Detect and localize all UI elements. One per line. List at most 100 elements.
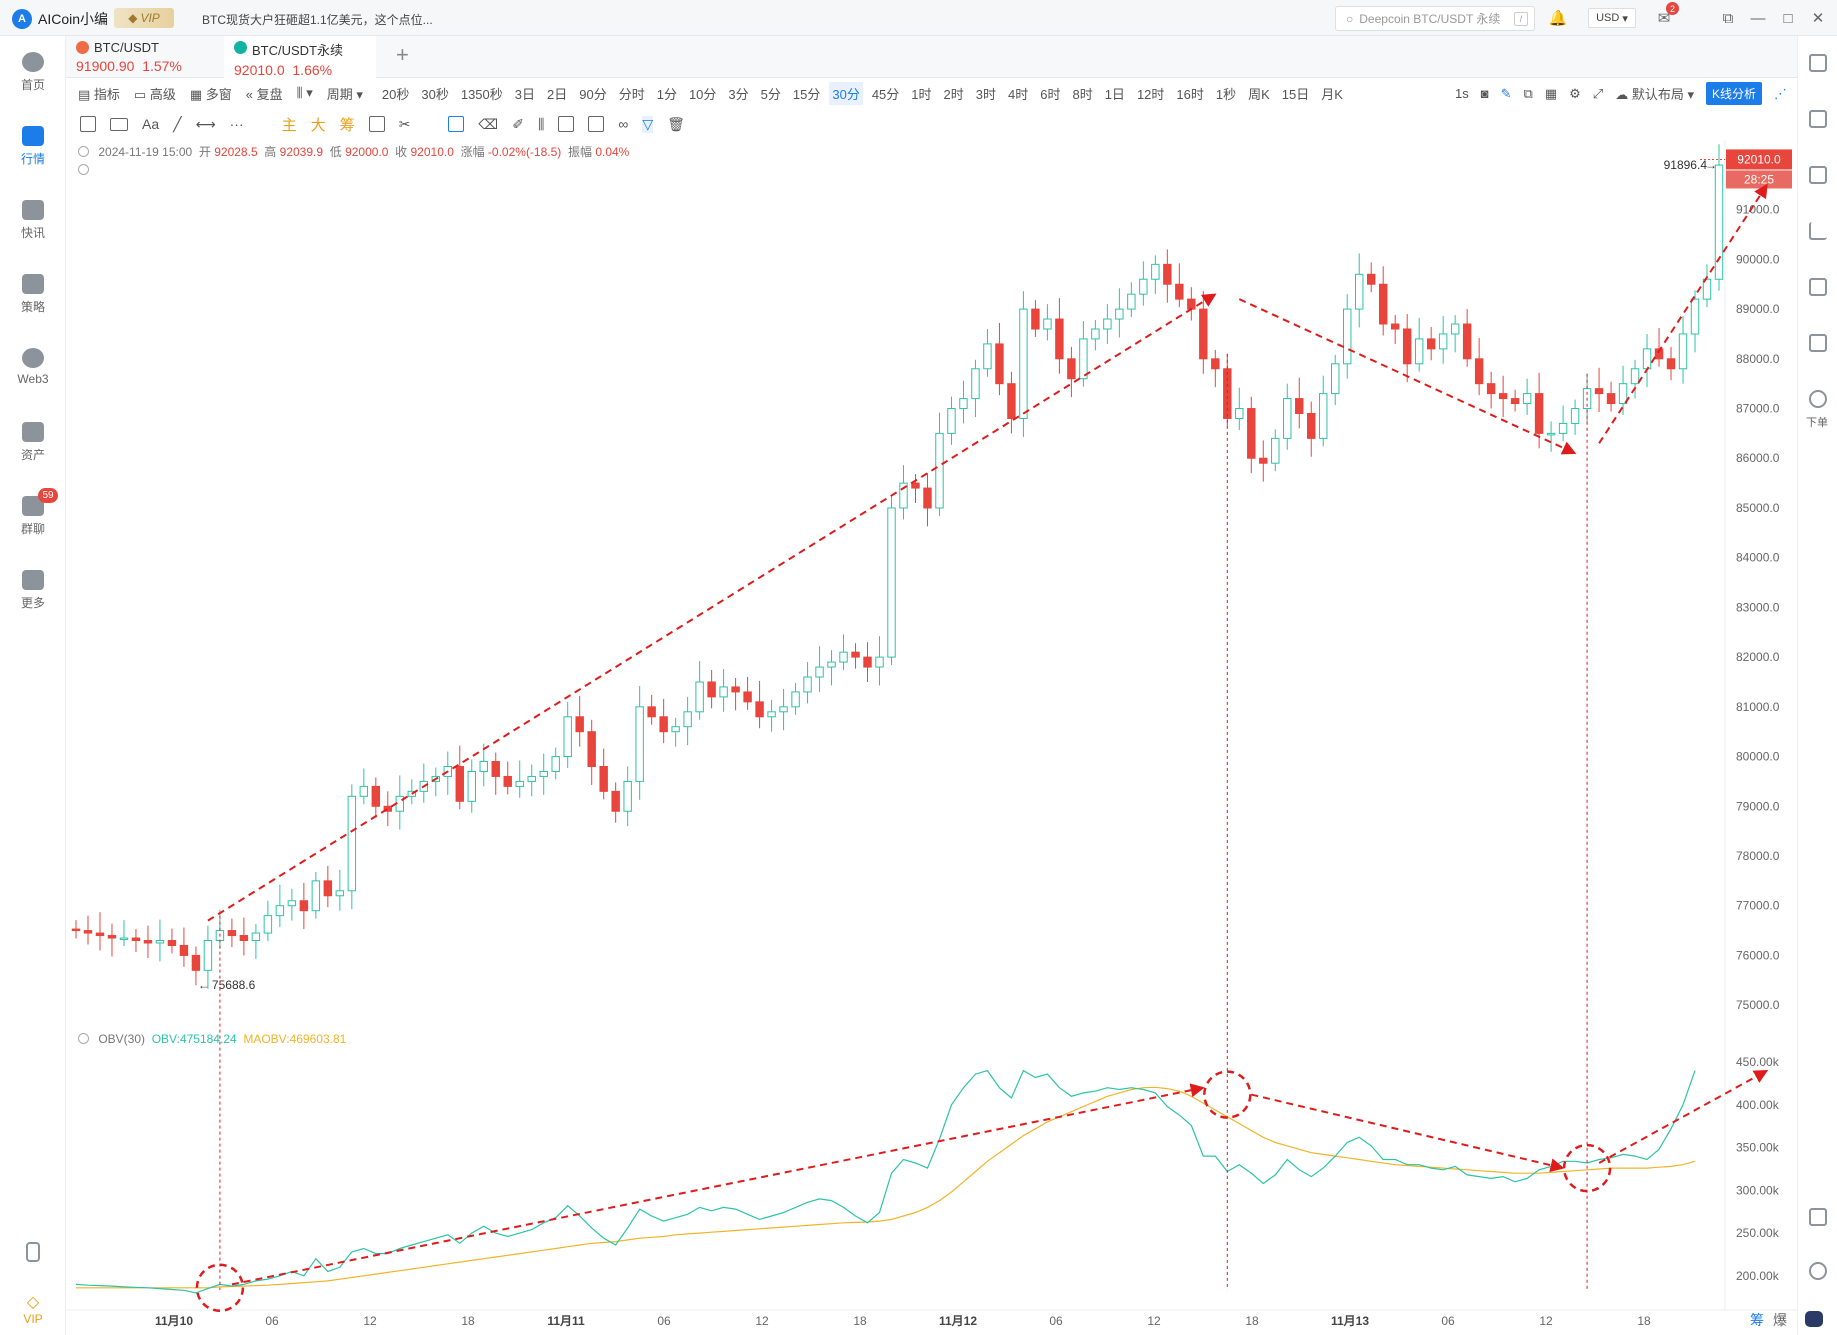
robot-assistant-icon[interactable] [1805, 1311, 1823, 1327]
chart-type-button[interactable]: ⫼ ▾ [296, 85, 313, 100]
trend-icon[interactable] [1809, 222, 1827, 240]
chip-button[interactable]: 筹 [1750, 1312, 1764, 1328]
period-option[interactable]: 1分 [656, 86, 677, 102]
settings-icon[interactable]: ⚙ [1569, 85, 1581, 101]
period-option[interactable]: 30分 [829, 81, 863, 105]
sidebar-item-chat[interactable]: 群聊 [0, 496, 66, 537]
period-option[interactable]: 2时 [943, 86, 964, 102]
etf-icon[interactable] [1809, 334, 1827, 352]
currency-select[interactable]: USD ▾ [1588, 8, 1636, 28]
period-option[interactable]: 1时 [911, 86, 932, 102]
filter-tool-icon[interactable]: ▽ [642, 115, 654, 133]
app-logo[interactable]: A AICoin小编 [12, 9, 108, 29]
tab-btc-usdt[interactable]: BTC/USDT 91900.90 1.57% [66, 36, 224, 78]
collapse-icon[interactable] [78, 1033, 89, 1044]
pencil-icon[interactable]: ✎ [1500, 85, 1512, 101]
document-icon[interactable] [1809, 110, 1827, 128]
dollar-icon[interactable] [1809, 166, 1827, 184]
big-tool[interactable]: 大 [310, 116, 326, 134]
sidebar-item-assets[interactable]: 资产 [0, 422, 66, 463]
sidebar-item-strategy[interactable]: 策略 [0, 274, 66, 315]
period-option[interactable]: 12时 [1136, 86, 1165, 102]
period-option[interactable]: 8时 [1072, 86, 1093, 102]
period-option[interactable]: 月K [1321, 86, 1343, 102]
exchange-icon[interactable] [1809, 390, 1827, 408]
period-option[interactable]: 20秒 [381, 86, 410, 102]
period-option[interactable]: 10分 [688, 86, 717, 102]
close-icon[interactable]: ✕ [1811, 10, 1825, 27]
sidebar-item-web3[interactable]: Web3 [0, 348, 66, 386]
line-tool-icon[interactable]: ╱ [173, 115, 182, 132]
search-input[interactable]: ○ Deepcoin BTC/USDT 永续 / [1335, 6, 1535, 31]
window-pin-icon[interactable]: ⧉ [1722, 9, 1734, 27]
list-icon[interactable] [1809, 54, 1827, 72]
kline-analysis-button[interactable]: K线分析 [1705, 82, 1762, 105]
tab-btc-usdt-perp[interactable]: BTC/USDT永续 92010.0 1.66% [224, 36, 376, 78]
share-icon[interactable]: ⋰ [1774, 85, 1787, 101]
fullscreen-icon[interactable]: ⤢ [1592, 85, 1604, 101]
sidebar-item-more[interactable]: 更多 [0, 570, 66, 611]
period-option[interactable]: 4时 [1008, 86, 1029, 102]
period-option[interactable]: 分时 [618, 86, 645, 102]
period-option[interactable]: 5分 [760, 86, 781, 102]
period-option[interactable]: 15日 [1281, 86, 1310, 102]
table-icon[interactable]: ▦ [1544, 85, 1558, 101]
news-ticker[interactable]: BTC现货大户狂砸超1.1亿美元，这个点位... [202, 13, 433, 27]
crosshair-tool-icon[interactable] [80, 116, 96, 132]
more-tools-icon[interactable]: ··· [229, 116, 244, 132]
order-label[interactable]: 下单 [1806, 417, 1828, 429]
sidebar-phone[interactable] [0, 1242, 66, 1266]
layout-icon[interactable] [1809, 1208, 1827, 1226]
main-tool[interactable]: 主 [281, 116, 297, 134]
edit-tool-icon[interactable] [588, 116, 605, 132]
add-tab-button[interactable]: + [396, 42, 409, 67]
multi-window-button[interactable]: ▦ 多窗 [189, 86, 232, 102]
period-option[interactable]: 1日 [1104, 86, 1125, 102]
expand-icon[interactable] [78, 162, 95, 177]
monitor-icon[interactable] [1809, 278, 1827, 296]
indicator-button[interactable]: ▤ 指标 [78, 86, 120, 102]
interval-1s[interactable]: 1s [1455, 86, 1469, 101]
period-button[interactable]: 周期 ▾ [326, 86, 363, 102]
chip-tool[interactable]: 筹 [339, 116, 355, 134]
measure-tool-icon[interactable]: ⟷ [195, 115, 216, 132]
text-tool[interactable]: Aa [142, 116, 160, 132]
advanced-button[interactable]: ▭ 高级 [133, 86, 176, 102]
sidebar-item-market[interactable]: 行情 [0, 126, 66, 167]
magnet-tool-icon[interactable] [368, 116, 385, 132]
copy-tool-icon[interactable] [448, 116, 465, 132]
sidebar-item-home[interactable]: 首页 [0, 52, 66, 93]
rectangle-tool-icon[interactable] [110, 117, 128, 131]
period-option[interactable]: 30秒 [421, 86, 449, 102]
trash-icon[interactable]: 🗑 [667, 115, 685, 132]
brush-tool-icon[interactable]: ✐ [512, 115, 524, 132]
collapse-icon[interactable] [78, 146, 89, 157]
period-option[interactable]: 6时 [1040, 86, 1061, 102]
sidebar-vip[interactable]: ◇ VIP [0, 1292, 66, 1326]
sidebar-item-news[interactable]: 快讯 [0, 200, 66, 241]
eraser-tool-icon[interactable]: ⌫ [478, 115, 499, 132]
period-option[interactable]: 3分 [728, 86, 749, 102]
headset-icon[interactable] [1809, 1262, 1827, 1280]
period-option[interactable]: 周K [1248, 86, 1270, 102]
period-option[interactable]: 16时 [1176, 86, 1204, 102]
popout-icon[interactable]: ⧉ [1523, 85, 1533, 101]
layout-select[interactable]: ☁ 默认布局 ▾ [1615, 87, 1694, 102]
replay-button[interactable]: « 复盘 [245, 86, 283, 102]
period-option[interactable]: 3时 [975, 86, 996, 102]
period-option[interactable]: 90分 [579, 86, 607, 102]
period-option[interactable]: 1秒 [1215, 86, 1237, 102]
camera-icon[interactable]: ◙ [1480, 86, 1489, 101]
minimize-icon[interactable]: — [1750, 9, 1766, 27]
maximize-icon[interactable]: □ [1783, 9, 1793, 27]
period-option[interactable]: 2日 [547, 86, 568, 102]
lock-tool-icon[interactable] [558, 116, 575, 132]
mail-icon[interactable]: ✉ [1657, 10, 1671, 27]
explode-button[interactable]: 爆 [1773, 1312, 1787, 1328]
bell-icon[interactable]: 🔔 [1548, 10, 1568, 27]
period-option[interactable]: 1350秒 [460, 86, 503, 102]
period-option[interactable]: 45分 [871, 86, 900, 102]
link-tool-icon[interactable]: ∞ [618, 116, 629, 132]
ruler-tool-icon[interactable]: ✂ [398, 115, 411, 132]
